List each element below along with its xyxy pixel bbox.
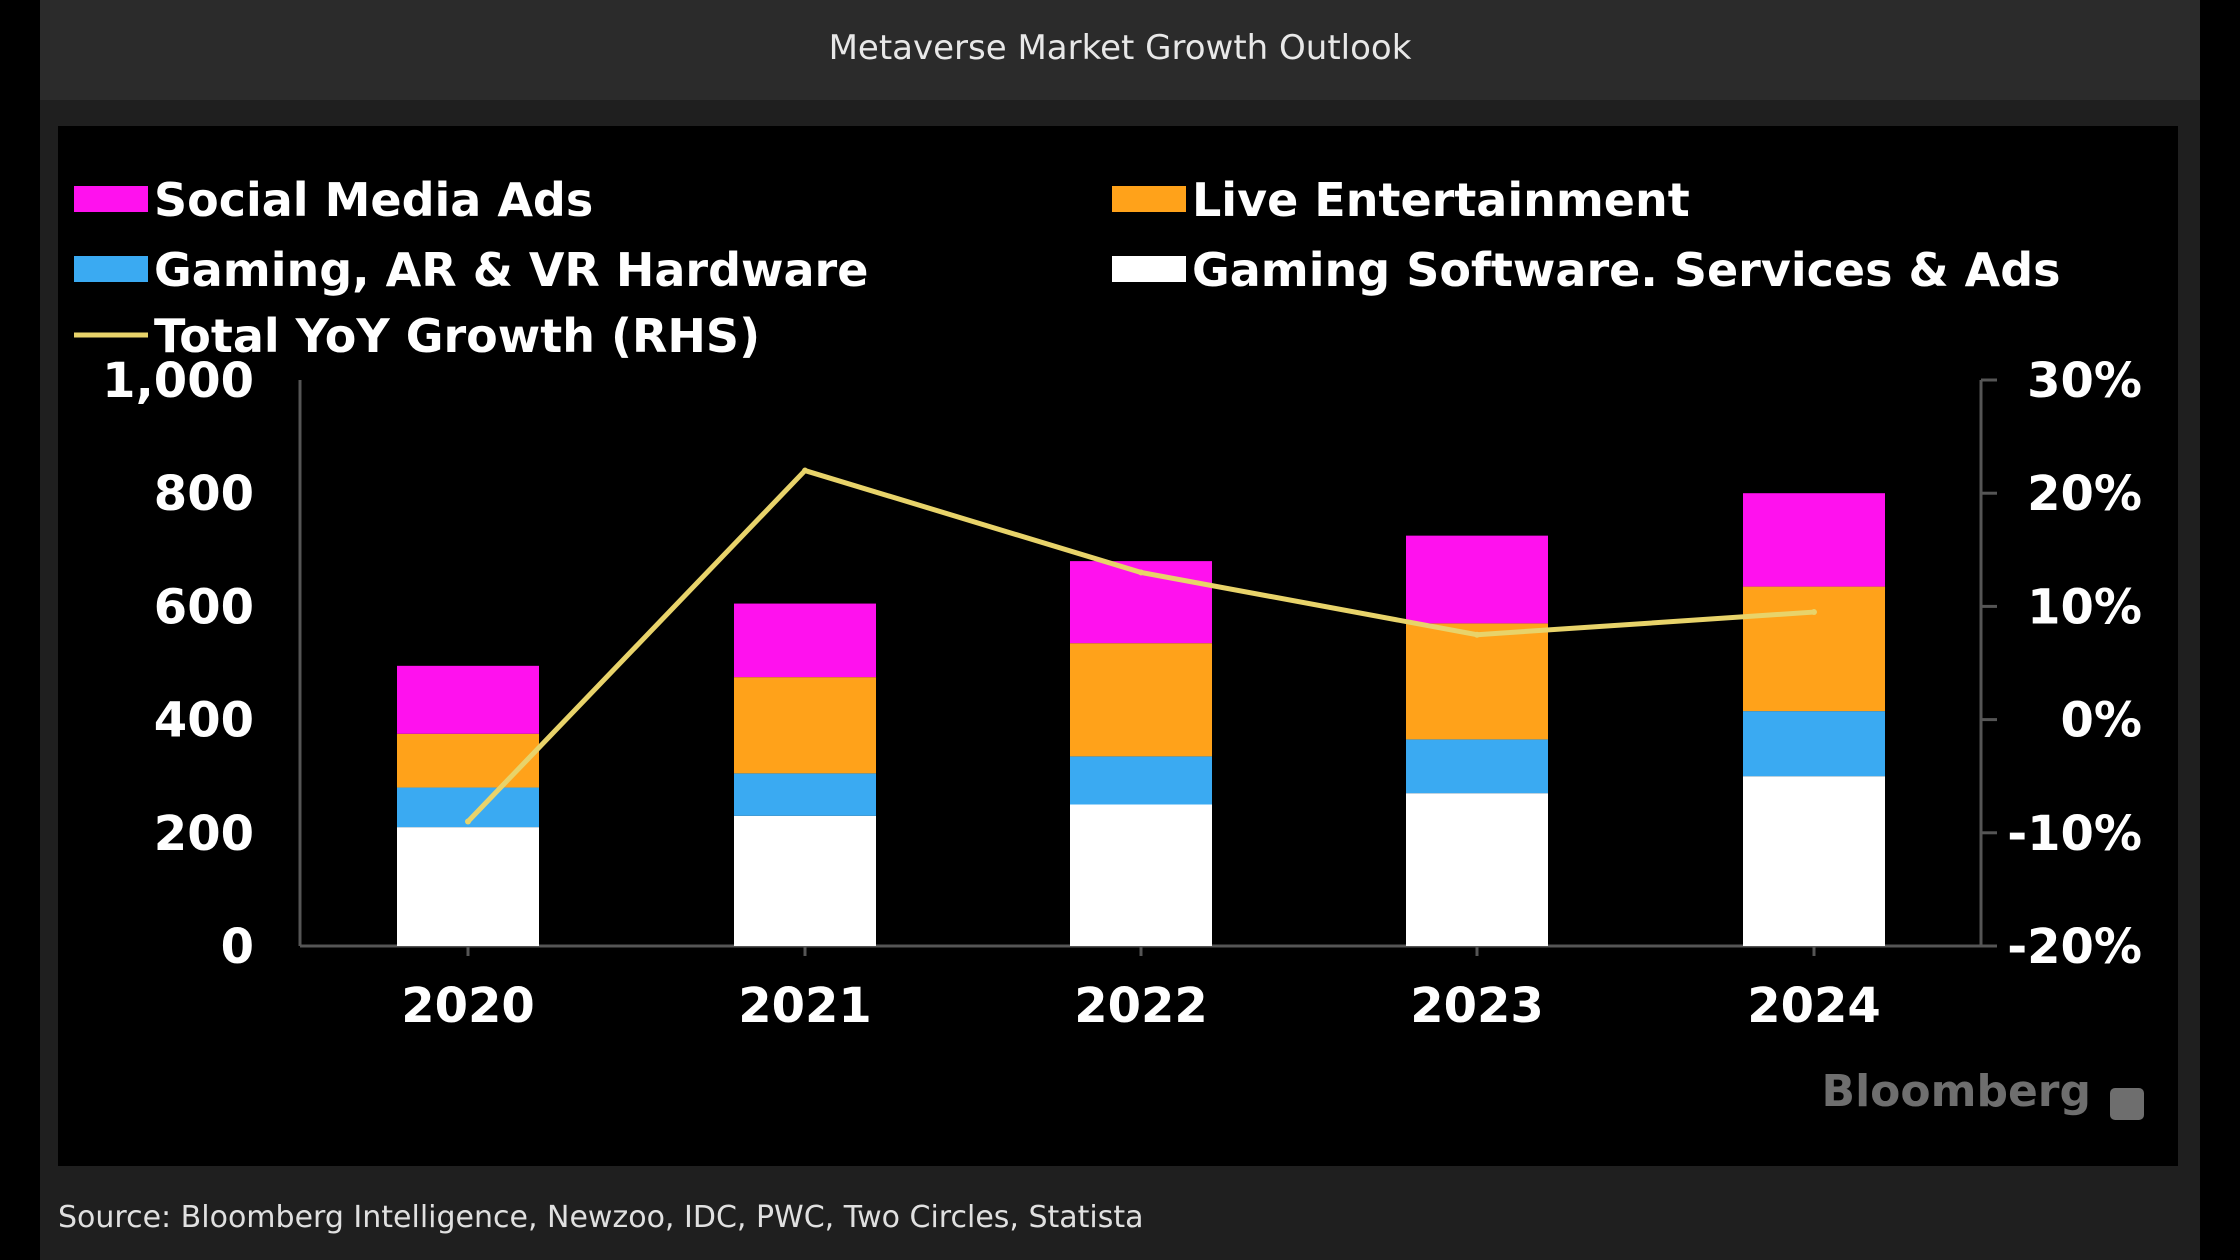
- growth-point-2023: [1474, 631, 1480, 638]
- y-left-tick-label: 1,000: [102, 353, 254, 409]
- legend-swatch-gaming-software-services-ads: [1112, 256, 1186, 282]
- growth-point-2020: [465, 818, 471, 825]
- bloomberg-logo-icon: [2110, 1088, 2144, 1120]
- bar-gaming-software-services-ads-2024: [1743, 776, 1885, 946]
- bar-social-media-ads-2023: [1406, 535, 1548, 624]
- y-right-tick-label: 10%: [2027, 579, 2142, 635]
- x-tick-label: 2021: [738, 978, 872, 1034]
- x-tick-label: 2020: [401, 978, 535, 1034]
- legend-swatch-live-entertainment: [1112, 186, 1186, 212]
- x-tick-label: 2023: [1410, 978, 1544, 1034]
- y-left-tick-label: 800: [154, 466, 254, 522]
- y-left-tick-label: 200: [154, 806, 254, 862]
- bar-social-media-ads-2024: [1743, 493, 1885, 587]
- y-right-tick-label: 0%: [2061, 693, 2143, 749]
- x-tick-label: 2022: [1074, 978, 1208, 1034]
- growth-point-2021: [802, 467, 808, 474]
- bloomberg-watermark: Bloomberg: [1822, 1066, 2091, 1117]
- chart-svg: Social Media Ads Live Entertainment Gaming…: [74, 173, 2144, 1120]
- legend-label-live-entertainment: Live Entertainment: [1192, 173, 1690, 227]
- window-title: Metaverse Market Growth Outlook: [40, 0, 2200, 100]
- bar-live-entertainment-2021: [734, 677, 876, 774]
- bar-gaming-ar-vr-hardware-2022: [1070, 756, 1212, 805]
- x-tick-label: 2024: [1747, 978, 1881, 1034]
- y-right-tick-label: 20%: [2027, 466, 2142, 522]
- bar-live-entertainment-2022: [1070, 643, 1212, 757]
- y-right-tick-label: -10%: [2007, 806, 2142, 862]
- bar-live-entertainment-2024: [1743, 586, 1885, 712]
- source-note: Source: Bloomberg Intelligence, Newzoo, …: [40, 1190, 2200, 1260]
- bar-gaming-software-services-ads-2023: [1406, 793, 1548, 946]
- growth-point-2022: [1138, 569, 1144, 576]
- bar-live-entertainment-2020: [397, 733, 539, 788]
- bar-gaming-ar-vr-hardware-2023: [1406, 739, 1548, 794]
- chart-area: Social Media Ads Live Entertainment Gaming…: [58, 126, 2178, 1166]
- bar-gaming-ar-vr-hardware-2021: [734, 773, 876, 816]
- y-left-tick-label: 600: [154, 579, 254, 635]
- bar-social-media-ads-2020: [397, 665, 539, 734]
- legend-label-total-yoy-growth-rhs: Total YoY Growth (RHS): [154, 309, 760, 363]
- legend-label-gaming-software-services-ads: Gaming Software. Services & Ads: [1192, 243, 2061, 297]
- bar-live-entertainment-2023: [1406, 623, 1548, 740]
- y-right-tick-label: 30%: [2027, 353, 2142, 409]
- legend-label-gaming-ar-vr-hardware: Gaming, AR & VR Hardware: [154, 243, 868, 297]
- growth-point-2024: [1811, 609, 1817, 616]
- bar-gaming-software-services-ads-2021: [734, 815, 876, 946]
- bar-gaming-ar-vr-hardware-2024: [1743, 711, 1885, 777]
- legend-label-social-media-ads: Social Media Ads: [154, 173, 593, 227]
- bar-gaming-software-services-ads-2022: [1070, 804, 1212, 946]
- y-left-tick-label: 0: [221, 919, 254, 975]
- bar-social-media-ads-2021: [734, 603, 876, 678]
- y-left-tick-label: 400: [154, 693, 254, 749]
- legend-swatch-gaming-ar-vr-hardware: [74, 256, 148, 282]
- bar-gaming-software-services-ads-2020: [397, 827, 539, 946]
- y-right-tick-label: -20%: [2007, 919, 2142, 975]
- legend-swatch-social-media-ads: [74, 186, 148, 212]
